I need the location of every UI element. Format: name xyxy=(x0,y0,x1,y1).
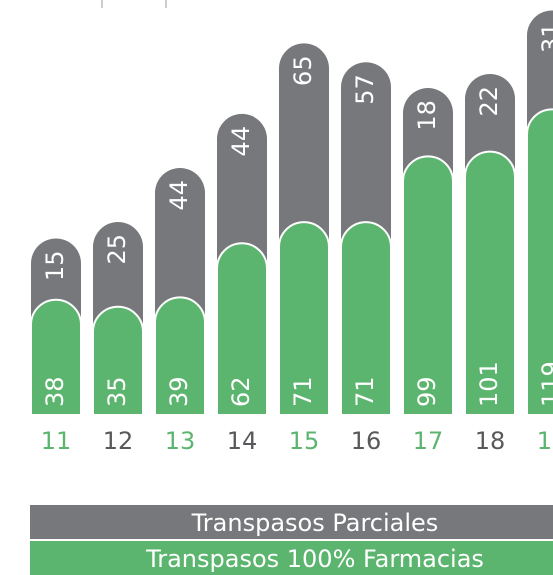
data-label: 99 xyxy=(413,376,441,407)
x-tick-label: 11 xyxy=(41,427,72,455)
data-label: 119 xyxy=(537,361,553,407)
data-label: 18 xyxy=(413,100,441,131)
data-label: 62 xyxy=(227,376,255,407)
data-label: 101 xyxy=(475,361,503,407)
bar-segment xyxy=(464,150,516,416)
data-label: 71 xyxy=(351,376,379,407)
x-tick-label: 19 xyxy=(537,427,553,455)
data-label: 44 xyxy=(165,180,193,211)
data-label: 22 xyxy=(475,86,503,117)
x-tick-label: 16 xyxy=(351,427,382,455)
bar-segment xyxy=(278,221,330,416)
x-tick-label: 12 xyxy=(103,427,134,455)
x-tick-label: 17 xyxy=(413,427,444,455)
bar-segment xyxy=(216,242,268,416)
data-label: 31 xyxy=(537,23,553,54)
legend-swatch xyxy=(30,505,553,539)
legend-label: Transpasos Parciales xyxy=(191,509,439,537)
legend-swatch xyxy=(30,541,553,575)
x-tick-label: 18 xyxy=(475,427,506,455)
bar-segment xyxy=(92,305,144,416)
data-label: 25 xyxy=(103,234,131,265)
data-label: 39 xyxy=(165,376,193,407)
data-label: 38 xyxy=(41,376,69,407)
bar-segment xyxy=(340,221,392,416)
data-label: 57 xyxy=(351,74,379,105)
bar-segment xyxy=(526,108,553,416)
data-label: 15 xyxy=(41,250,69,281)
x-tick-label: 13 xyxy=(165,427,196,455)
x-tick-label: 14 xyxy=(227,427,258,455)
bar-segment xyxy=(402,155,454,416)
data-label: 35 xyxy=(103,376,131,407)
bar-segment xyxy=(30,298,82,416)
data-label: 44 xyxy=(227,126,255,157)
legend-label: Transpasos 100% Farmacias xyxy=(145,545,484,573)
data-label: 71 xyxy=(289,376,317,407)
x-tick-label: 15 xyxy=(289,427,320,455)
data-label: 65 xyxy=(289,55,317,86)
bar-segment xyxy=(154,296,206,416)
